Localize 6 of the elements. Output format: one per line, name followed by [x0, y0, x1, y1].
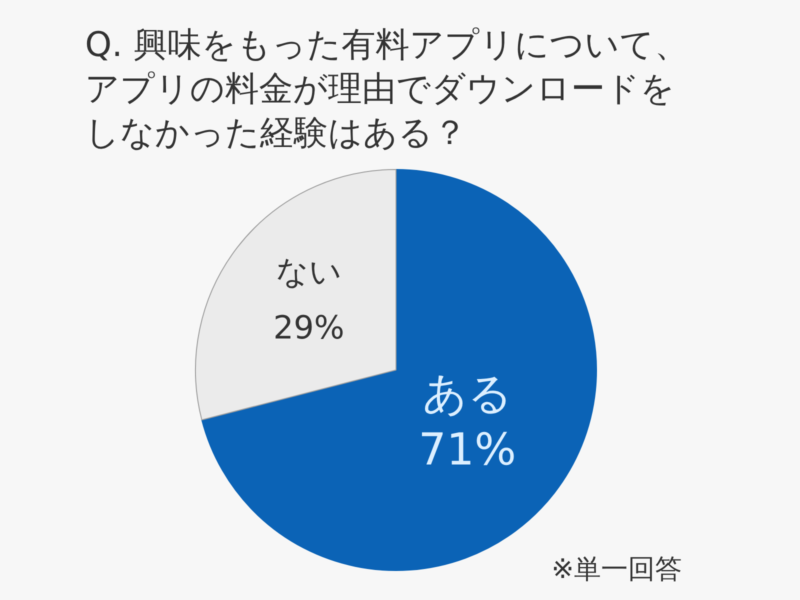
data-label: 29%	[273, 308, 344, 347]
chart-title: Q. 興味をもった有料アプリについて、アプリの料金が理由でダウンロードをしなかった経験はある？	[85, 24, 690, 155]
data-label: 71%	[418, 424, 516, 476]
text: ※単一回答	[551, 553, 682, 587]
slice-label: ある	[422, 368, 512, 420]
slice-label: ない	[276, 252, 342, 291]
